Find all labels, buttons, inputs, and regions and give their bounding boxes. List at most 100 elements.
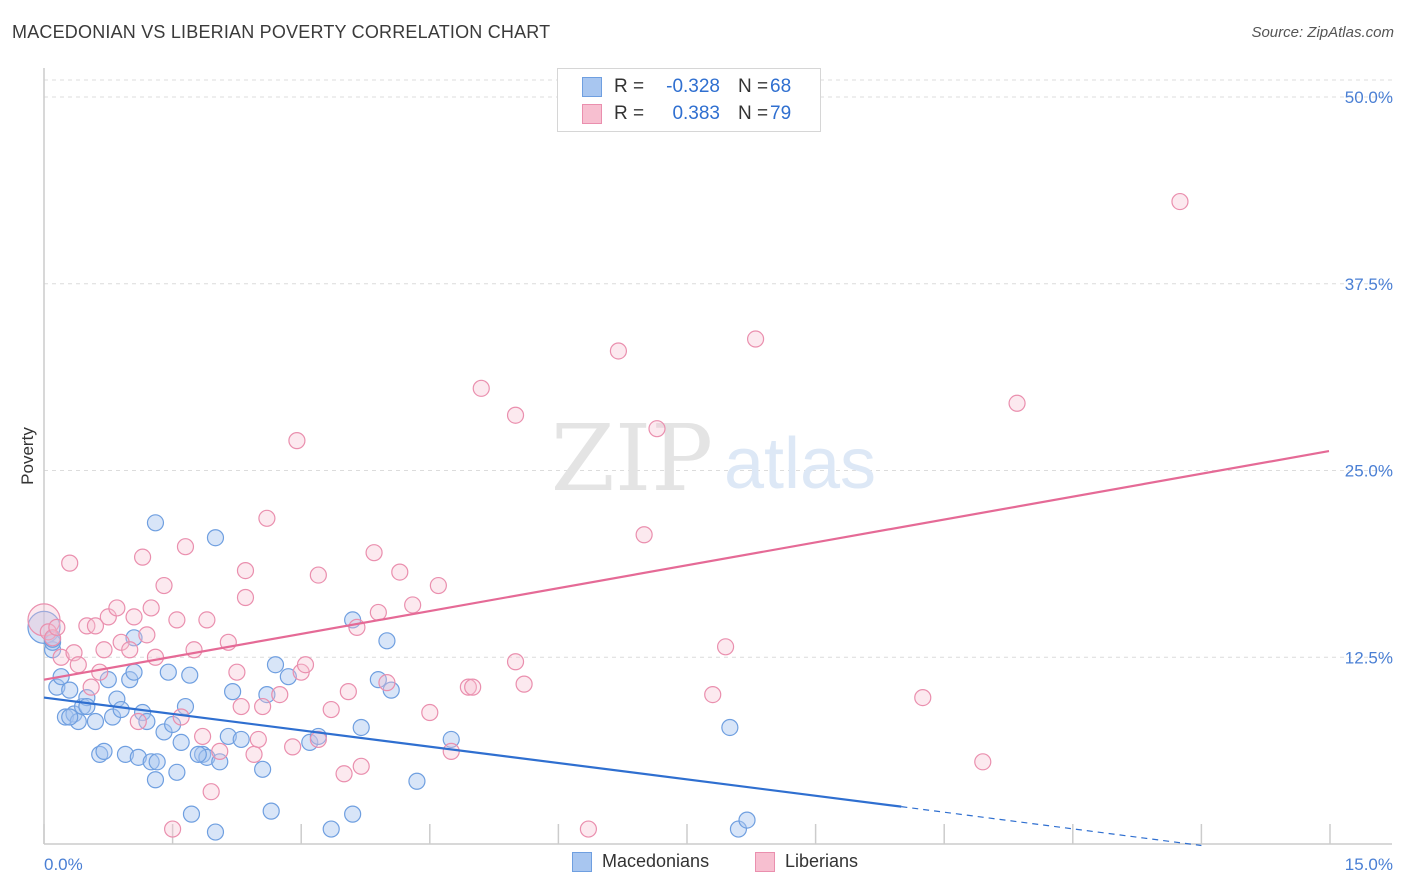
point-liberians [716,638,735,656]
legend-n-label: N = [738,103,769,124]
point-liberians [43,629,62,647]
point-liberians [271,685,289,704]
point-liberians [506,406,525,424]
point-liberians [133,548,152,566]
point-macedonians [219,727,237,746]
chart-title: MACEDONIAN VS LIBERIAN POVERTY CORRELATI… [12,22,551,42]
point-liberians [391,563,409,581]
point-liberians [335,765,353,783]
point-macedonians [344,805,362,823]
legend-swatch-blue [572,851,592,872]
point-liberians [258,509,276,527]
watermark-zip: ZIP [551,405,713,512]
legend-n-value: 68 [770,76,792,97]
legend-swatch-blue [582,77,602,97]
point-liberians [211,742,229,760]
point-macedonians [442,730,460,749]
point-liberians [404,596,422,614]
point-macedonians [182,805,201,823]
point-macedonians [125,663,143,681]
point-liberians [185,641,203,659]
point-macedonians [159,663,177,681]
legend-label-macedonians: Macedonians [602,851,710,871]
legend-r-label: R = [614,76,645,97]
trend-lines [43,449,1330,847]
legend-row-liberians: R = 0.383 N = 79 [582,102,791,126]
y-tick-label: 37.5% [1345,275,1393,294]
bottom-legend-liberians[interactable]: Liberians [755,851,858,872]
point-macedonians [181,666,199,684]
point-liberians [648,420,666,438]
point-liberians [164,820,182,838]
point-liberians [472,379,490,397]
point-liberians [198,611,216,629]
point-macedonians [266,656,285,674]
point-macedonians [146,771,165,789]
point-macedonians [378,632,396,650]
legend: R = -0.328 N = 68 R = 0.383 N = 79 [557,68,821,132]
point-liberians [1171,192,1189,211]
point-liberians [155,576,173,595]
point-macedonians [189,745,207,763]
point-liberians [746,330,765,348]
point-liberians [284,738,302,756]
point-liberians [1008,394,1026,412]
point-liberians [232,697,250,716]
point-macedonians [254,760,272,778]
legend-r-label: R = [614,103,645,124]
legend-n-value: 79 [770,103,792,124]
point-liberians [459,678,477,696]
point-liberians [515,675,533,693]
y-tick-label: 50.0% [1345,88,1393,107]
point-liberians [138,626,156,644]
point-liberians [429,576,447,595]
point-liberians [228,663,246,681]
watermark-atlas: atlas [724,424,876,504]
point-liberians [421,703,439,722]
point-liberians [635,526,653,544]
point-liberians [369,603,387,622]
point-macedonians [721,718,739,737]
point-macedonians [142,753,160,771]
legend-swatch-pink [755,851,775,872]
source-label: Source: ZipAtlas.com [1251,24,1394,41]
y-tick-label: 12.5% [1345,648,1393,667]
point-liberians [249,730,267,749]
point-liberians [69,656,87,674]
watermark: ZIP atlas [551,405,876,512]
bottom-legend-macedonians[interactable]: Macedonians [572,851,709,872]
point-liberians [442,742,460,760]
y-axis-label: Poverty [18,427,37,485]
legend-swatch-pink [582,104,602,124]
point-liberians [108,599,126,617]
point-liberians [464,678,482,696]
point-macedonians [224,683,242,701]
point-liberians [309,566,327,584]
tick-labels: 12.5% 25.0% 37.5% 50.0% 0.0% 15.0% [44,88,1393,874]
point-macedonians [112,700,130,719]
point-liberians [82,678,100,696]
point-macedonians [172,733,190,752]
point-liberians [378,674,396,692]
point-liberians [296,656,315,674]
point-liberians [254,697,272,716]
point-liberians [194,727,212,746]
point-macedonians [262,802,280,820]
legend-r-value: 0.383 [672,103,720,124]
point-macedonians [86,712,105,731]
point-macedonians [129,748,147,766]
x-tick-label: 0.0% [44,855,83,874]
point-liberians [914,688,932,707]
point-liberians [609,342,628,360]
point-macedonians [48,678,66,696]
point-liberians [176,538,195,556]
point-macedonians [738,811,756,829]
point-macedonians [232,730,250,749]
point-macedonians [95,742,113,760]
point-liberians [95,641,113,659]
axes [43,68,1392,845]
point-liberians [236,588,255,607]
point-macedonians [61,708,79,726]
point-macedonians [146,514,165,532]
